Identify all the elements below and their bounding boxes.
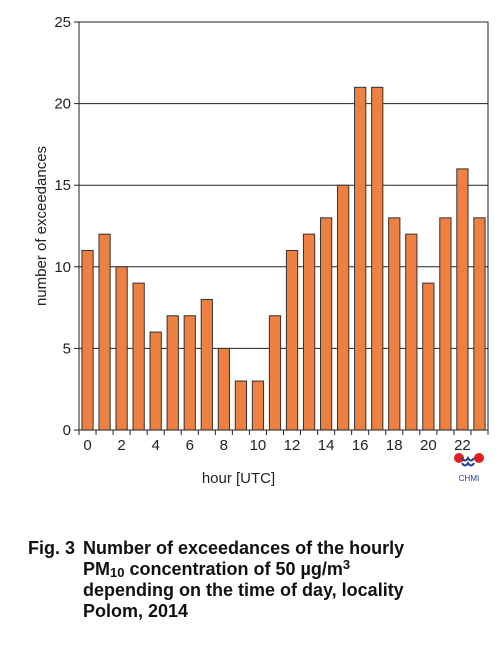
- bar-hour-13: [302, 233, 316, 431]
- caption-line-4: Polom, 2014: [83, 601, 189, 621]
- x-tick-label: 2: [117, 437, 125, 454]
- bar-hour-15: [337, 184, 350, 431]
- logo-red-dot-left: [454, 453, 464, 463]
- bar-hour-17: [371, 86, 384, 431]
- y-tick-label: 0: [63, 422, 71, 439]
- bar-hour-3: [132, 282, 145, 431]
- bar-hour-5: [166, 315, 179, 431]
- bar-hour-7: [200, 298, 213, 431]
- caption-unit-superscript: 3: [342, 557, 351, 572]
- x-tick-label: 20: [420, 437, 437, 454]
- chmi-logo: CHMI: [454, 453, 484, 483]
- bar-hour-18: [388, 217, 401, 431]
- y-tick-label: 25: [54, 14, 71, 31]
- bar-hour-14: [319, 217, 333, 431]
- x-tick-label: 12: [284, 437, 301, 454]
- logo-blue-wave-top: [461, 456, 475, 462]
- caption-pm-subscript: 10: [110, 565, 125, 580]
- x-tick-label: 6: [186, 437, 194, 454]
- x-tick-label: 16: [352, 437, 369, 454]
- y-axis-title: number of exceedances: [33, 146, 50, 306]
- logo-blue-wave-bottom: [461, 461, 475, 467]
- bar-hour-20: [422, 282, 435, 431]
- caption-line-1: Number of exceedances of the hourly: [83, 538, 405, 558]
- x-axis-ticks: 0 2 4 6 8 10 12 14 16 18 20 22: [78, 430, 489, 454]
- bar-hour-6: [183, 315, 196, 431]
- y-tick-label: 5: [63, 340, 71, 357]
- x-tick-label: 10: [250, 437, 267, 454]
- gridlines: [79, 103, 488, 349]
- bar-hour-21: [439, 217, 452, 431]
- bar-hour-9: [234, 380, 248, 431]
- bar-hour-11: [268, 315, 282, 431]
- bar-hour-19: [405, 233, 418, 431]
- logo-text: CHMI: [459, 474, 479, 483]
- figure-label: Fig. 3: [28, 538, 76, 558]
- x-axis-title: hour [UTC]: [202, 470, 275, 487]
- y-axis-ticks: 0 5 10 15 20 25: [54, 14, 79, 439]
- bar-hour-16: [354, 86, 367, 431]
- y-tick-label: 10: [54, 259, 71, 276]
- caption-pm: PM: [83, 559, 110, 579]
- x-tick-label: 22: [454, 437, 471, 454]
- bar-hour-8: [217, 347, 230, 431]
- logo-red-dot-right: [474, 453, 484, 463]
- bar-hour-1: [98, 233, 111, 431]
- bar-hour-4: [149, 331, 162, 431]
- figure-caption-text: Number of exceedances of the hourly PM10…: [83, 538, 483, 622]
- bar-hour-22: [456, 168, 469, 431]
- y-tick-label: 15: [54, 177, 71, 194]
- caption-concentration: concentration of 50 µg/m: [124, 559, 343, 579]
- y-tick-label: 20: [54, 96, 71, 113]
- x-tick-label: 8: [220, 437, 228, 454]
- x-tick-label: 18: [386, 437, 403, 454]
- bar-hour-12: [285, 249, 299, 431]
- bar-hour-10: [251, 380, 265, 431]
- bar-chart: 0 5 10 15 20 25 0 2 4 6 8 10 12 14 16 18 20 22 number of…: [33, 14, 489, 487]
- bar-hour-2: [115, 266, 128, 431]
- caption-line-3: depending on the time of day, locality: [83, 580, 404, 600]
- x-tick-label: 14: [318, 437, 335, 454]
- bars: [81, 86, 486, 431]
- x-tick-label: 4: [152, 437, 160, 454]
- caption-line-2: PM10 concentration of 50 µg/m3: [83, 557, 483, 580]
- bar-hour-0: [81, 249, 94, 431]
- bar-hour-23: [473, 217, 486, 431]
- x-tick-label: 0: [83, 437, 91, 454]
